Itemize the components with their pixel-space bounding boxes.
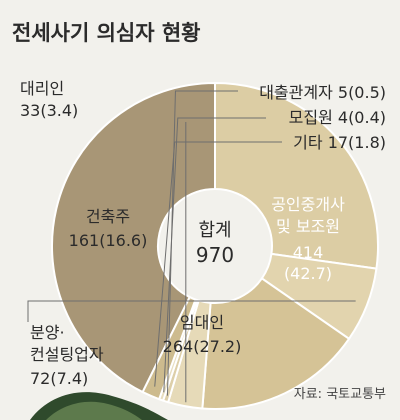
slice-value-2: 264(27.2) (163, 337, 242, 356)
chart-title: 전세사기 의심자 현황 (12, 21, 201, 45)
slice-label-7: 모집원 4(0.4) (289, 108, 386, 127)
center-value: 970 (196, 243, 234, 267)
slice-value-1: 414 (293, 243, 324, 262)
leader-2 (27, 300, 356, 322)
leader-lines (27, 90, 356, 403)
hill-light (46, 401, 142, 420)
leader-6 (163, 117, 266, 393)
center-label: 합계 (198, 220, 231, 241)
slice-name-3-1: 분양· (30, 323, 65, 342)
slice-name-1-1: 공인중개사 (271, 195, 345, 214)
leader-7 (154, 141, 282, 387)
leader-5 (166, 90, 238, 396)
slice-name-4-1: 건축주 (86, 207, 130, 226)
slice-name-5-1: 대리인 (20, 79, 64, 98)
slice-2 (214, 81, 379, 270)
slice-label-6: 대출관계자 5(0.5) (259, 83, 386, 102)
source-note: 자료: 국토교통부 (294, 387, 386, 402)
slice-value-5: 33(3.4) (20, 101, 78, 120)
slice-value-3: 72(7.4) (30, 369, 88, 388)
slice-value-4: 161(16.6) (69, 231, 148, 250)
slice-label-8: 기타 17(1.8) (293, 133, 386, 152)
slice-4 (201, 277, 351, 410)
hill-illustration (30, 392, 168, 420)
slice-name-3-2: 컨설팅업자 (30, 345, 104, 364)
slice-percent-1: (42.7) (284, 264, 332, 283)
slice-1 (51, 81, 216, 394)
pie-slices (51, 81, 379, 410)
slice-name-2-1: 임대인 (180, 313, 224, 332)
slice-name-1-2: 및 보조원 (276, 217, 340, 236)
